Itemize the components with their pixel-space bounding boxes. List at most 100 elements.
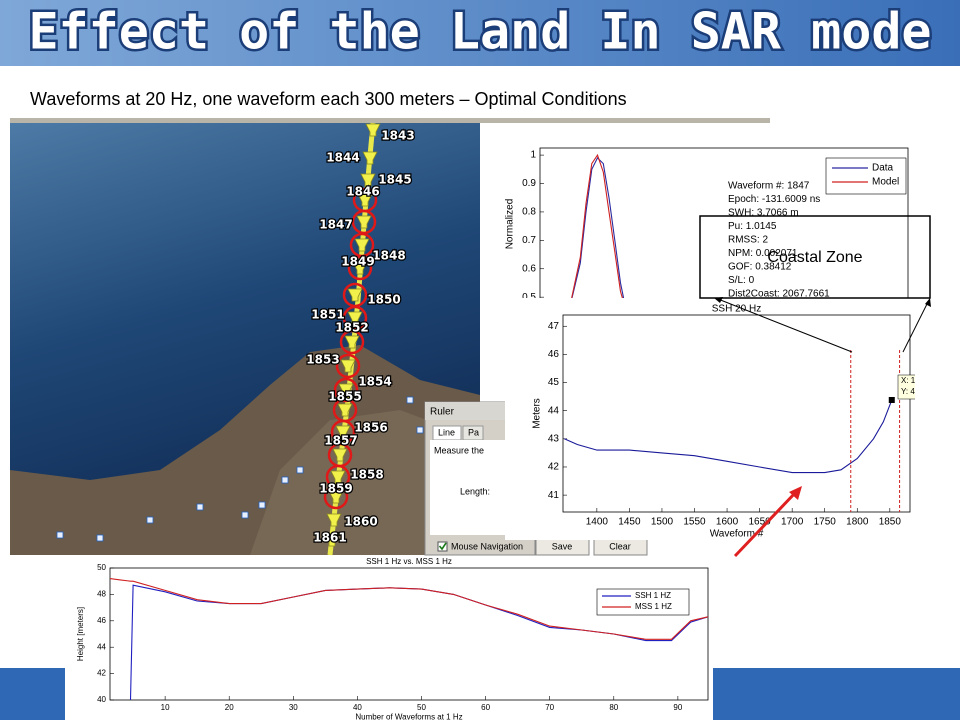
x-axis-label: Number of Waveforms at 1 Hz xyxy=(355,713,462,720)
arrow xyxy=(902,301,929,353)
point-label: 1849 xyxy=(341,255,374,269)
arrows xyxy=(714,297,931,558)
pin xyxy=(352,261,368,275)
point-label: 1857 xyxy=(324,434,357,448)
pin xyxy=(332,448,348,462)
checkbox[interactable] xyxy=(437,541,448,552)
point-label: 1858 xyxy=(350,468,383,482)
map-icon xyxy=(56,531,64,539)
button-label[interactable]: Clear xyxy=(609,541,631,551)
pin xyxy=(360,173,376,187)
x-tick-label: 1550 xyxy=(683,517,706,528)
highlight-circle xyxy=(333,377,359,403)
map-toolbar xyxy=(10,118,770,123)
highlight-circle xyxy=(335,353,361,379)
length-label: Length: xyxy=(460,486,490,496)
x-tick-label: 1700 xyxy=(781,517,804,528)
x-tick-label: 20 xyxy=(225,703,234,712)
x-tick-label: 90 xyxy=(673,703,682,712)
x-axis-label: Waveform # xyxy=(710,529,764,540)
coastal-box xyxy=(699,215,931,299)
pin xyxy=(328,490,344,504)
pin xyxy=(326,513,342,527)
map-icon xyxy=(258,501,266,509)
pin xyxy=(337,403,353,417)
x-tick-label: 1450 xyxy=(618,517,641,528)
waveform-panel: 0.5 0.6 0.7 0.8 0.9 1 Normalized Data Model Wavef… xyxy=(480,123,935,303)
arrowhead xyxy=(789,486,802,500)
map-icon xyxy=(96,534,104,542)
point-label: 1848 xyxy=(372,249,405,263)
map-land xyxy=(250,410,480,555)
y-tick-label: 42 xyxy=(548,462,560,473)
x-tick-label: 80 xyxy=(609,703,618,712)
point-label: 1850 xyxy=(367,293,400,307)
map-icon xyxy=(406,396,414,404)
pin xyxy=(362,151,378,165)
pin xyxy=(340,359,356,373)
y-tick-label: 48 xyxy=(97,590,106,599)
pin xyxy=(344,335,360,349)
x-tick-label: 60 xyxy=(481,703,490,712)
pin xyxy=(324,533,340,547)
map-icon xyxy=(196,503,204,511)
dialog-text: Measure the xyxy=(434,445,484,455)
highlight-circle xyxy=(339,329,365,355)
series-line xyxy=(571,156,625,298)
y-tick-label: 42 xyxy=(97,669,106,678)
x-tick-label: 10 xyxy=(161,703,170,712)
pin xyxy=(335,425,351,439)
y-tick-label: 43 xyxy=(548,433,560,444)
plot-area xyxy=(109,567,709,701)
point-label: 1852 xyxy=(335,321,368,335)
x-tick-label: 1650 xyxy=(748,517,771,528)
tab-label[interactable]: Line xyxy=(438,427,455,437)
x-tick-label: 1600 xyxy=(716,517,739,528)
point-label: 1847 xyxy=(319,218,352,232)
y-tick-label: 0.7 xyxy=(522,235,536,246)
highlight-circle xyxy=(325,464,351,490)
point-label: 1844 xyxy=(326,151,359,165)
point-label: 1853 xyxy=(306,353,339,367)
map-icon xyxy=(146,516,154,524)
y-tick-label: 0.8 xyxy=(522,207,536,218)
slide-title: Effect of the Land In SAR mode xyxy=(28,3,931,61)
pin xyxy=(347,288,363,302)
map-icon xyxy=(241,511,249,519)
tab-label[interactable]: Pa xyxy=(468,427,479,437)
y-tick-label: 40 xyxy=(97,695,106,704)
point-label: 1854 xyxy=(358,375,391,389)
checkbox-label[interactable]: Mouse Navigation xyxy=(451,541,523,551)
arrow xyxy=(733,490,798,558)
info-line: NPM: 0.002071 xyxy=(728,248,798,259)
legend-label: MSS 1 HZ xyxy=(635,602,672,611)
y-axis-label: Height [meters] xyxy=(76,607,85,661)
datatip-text: Y: 44.38 xyxy=(901,387,931,396)
dialog-title: Ruler xyxy=(430,407,455,418)
highlight-circle xyxy=(323,484,349,510)
arrow xyxy=(717,298,853,353)
x-tick-label: 50 xyxy=(417,703,426,712)
info-line: Epoch: -131.6009 ns xyxy=(728,194,820,205)
legend-label: Data xyxy=(872,163,894,174)
y-tick-label: 44 xyxy=(548,405,560,416)
series-line xyxy=(109,578,709,640)
x-tick-label: 40 xyxy=(353,703,362,712)
legend-label: SSH 1 HZ xyxy=(635,591,671,600)
x-tick-label: 70 xyxy=(545,703,554,712)
point-label: 1860 xyxy=(344,515,377,529)
button-label[interactable]: Save xyxy=(552,541,573,551)
y-tick-label: 44 xyxy=(97,642,106,651)
pin xyxy=(330,470,346,484)
datatip-text: X: 1853 xyxy=(901,376,929,385)
y-tick-label: 0.5 xyxy=(522,292,536,303)
datatip-box xyxy=(897,374,915,400)
arrowhead xyxy=(925,298,931,307)
map-icon xyxy=(281,476,289,484)
pin xyxy=(365,123,381,137)
x-tick-label: 1500 xyxy=(651,517,674,528)
coastal-label: Coastal Zone xyxy=(767,249,862,266)
pin xyxy=(356,215,372,229)
info-line: Dist2Coast: 2067.7661 xyxy=(728,289,830,300)
